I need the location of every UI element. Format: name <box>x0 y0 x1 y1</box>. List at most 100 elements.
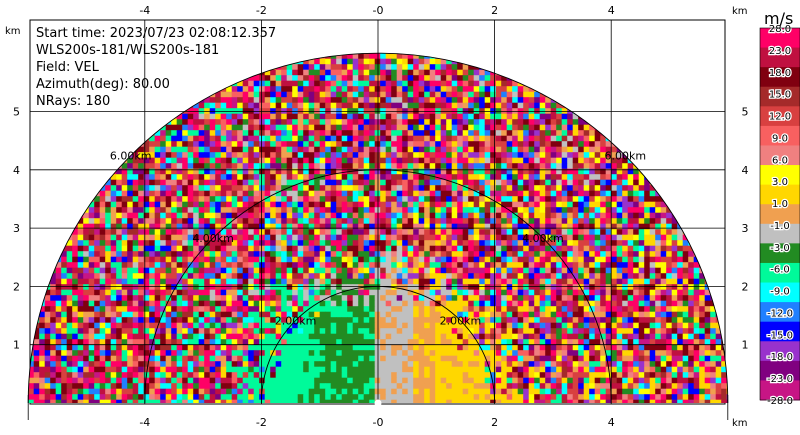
field-cell <box>347 289 354 296</box>
field-cell <box>418 168 425 175</box>
field-cell <box>473 174 480 181</box>
field-cell <box>440 262 447 269</box>
field-cell <box>286 306 293 313</box>
field-cell <box>330 322 337 329</box>
field-cell <box>578 135 585 142</box>
field-cell <box>429 240 436 247</box>
field-cell <box>484 190 491 197</box>
field-cell <box>237 262 244 269</box>
field-cell <box>396 256 403 263</box>
field-cell <box>556 157 563 164</box>
field-cell <box>567 174 574 181</box>
field-cell <box>462 64 469 71</box>
field-cell <box>611 245 618 252</box>
field-cell <box>490 256 497 263</box>
field-cell <box>160 135 167 142</box>
field-cell <box>462 234 469 241</box>
field-cell <box>429 229 436 236</box>
field-cell <box>501 113 508 120</box>
field-cell <box>160 262 167 269</box>
field-cell <box>308 207 315 214</box>
field-cell <box>446 262 453 269</box>
field-cell <box>490 284 497 291</box>
field-cell <box>143 146 150 153</box>
field-cell <box>253 251 260 258</box>
field-cell <box>457 267 464 274</box>
field-cell <box>358 289 365 296</box>
field-cell <box>187 190 194 197</box>
field-cell <box>220 251 227 258</box>
field-cell <box>358 185 365 192</box>
field-cell <box>578 322 585 329</box>
field-cell <box>292 91 299 98</box>
field-cell <box>143 174 150 181</box>
field-cell <box>424 102 431 109</box>
field-cell <box>292 295 299 302</box>
field-cell <box>352 240 359 247</box>
field-cell <box>132 168 139 175</box>
field-cell <box>209 119 216 126</box>
field-cell <box>638 295 645 302</box>
field-cell <box>495 256 502 263</box>
field-cell <box>418 322 425 329</box>
field-cell <box>572 141 579 148</box>
field-cell <box>248 229 255 236</box>
field-cell <box>468 273 475 280</box>
field-cell <box>440 146 447 153</box>
field-cell <box>402 251 409 258</box>
field-cell <box>424 157 431 164</box>
field-cell <box>523 207 530 214</box>
field-cell <box>435 218 442 225</box>
field-cell <box>550 212 557 219</box>
field-cell <box>402 86 409 93</box>
field-cell <box>391 240 398 247</box>
field-cell <box>572 157 579 164</box>
field-cell <box>358 306 365 313</box>
field-cell <box>429 141 436 148</box>
field-cell <box>308 212 315 219</box>
field-cell <box>270 86 277 93</box>
field-cell <box>237 289 244 296</box>
field-cell <box>677 240 684 247</box>
field-cell <box>594 289 601 296</box>
field-cell <box>226 212 233 219</box>
field-cell <box>105 229 112 236</box>
field-cell <box>440 295 447 302</box>
field-cell <box>479 196 486 203</box>
field-cell <box>556 174 563 181</box>
field-cell <box>435 163 442 170</box>
field-cell <box>72 245 79 252</box>
field-cell <box>165 185 172 192</box>
field-cell <box>688 284 695 291</box>
field-cell <box>281 333 288 340</box>
field-cell <box>248 256 255 263</box>
field-cell <box>473 267 480 274</box>
field-cell <box>435 179 442 186</box>
field-cell <box>88 229 95 236</box>
field-cell <box>160 328 167 335</box>
field-cell <box>545 124 552 131</box>
field-cell <box>303 64 310 71</box>
field-cell <box>182 289 189 296</box>
field-cell <box>330 163 337 170</box>
field-cell <box>66 333 73 340</box>
field-cell <box>105 212 112 219</box>
field-cell <box>413 86 420 93</box>
field-cell <box>660 317 667 324</box>
field-cell <box>605 185 612 192</box>
field-cell <box>209 328 216 335</box>
field-cell <box>627 284 634 291</box>
field-cell <box>424 295 431 302</box>
field-cell <box>187 146 194 153</box>
field-cell <box>237 284 244 291</box>
field-cell <box>347 333 354 340</box>
field-cell <box>270 130 277 137</box>
field-cell <box>402 190 409 197</box>
field-cell <box>264 240 271 247</box>
field-cell <box>149 289 156 296</box>
field-cell <box>490 306 497 313</box>
field-cell <box>446 306 453 313</box>
field-cell <box>583 212 590 219</box>
field-cell <box>303 168 310 175</box>
field-cell <box>198 251 205 258</box>
